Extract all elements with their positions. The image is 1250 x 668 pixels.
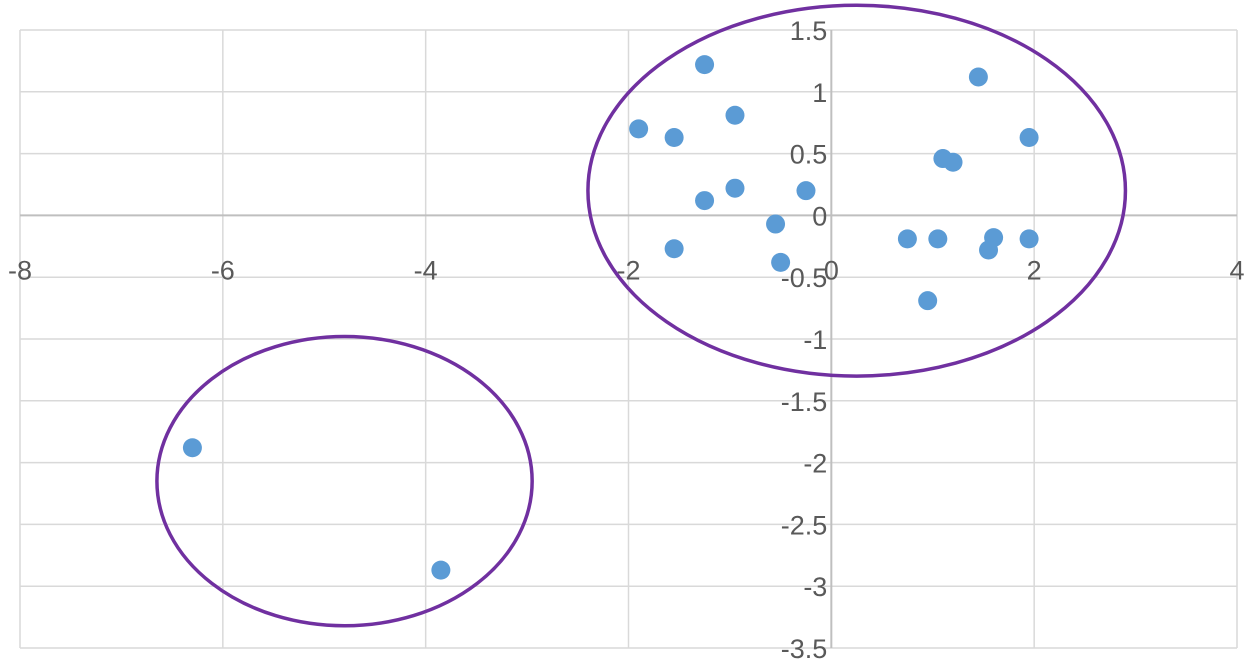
data-point xyxy=(968,67,988,87)
data-point xyxy=(897,229,917,249)
y-tick-label: -3.5 xyxy=(781,634,828,663)
y-tick-label: -2 xyxy=(803,449,827,479)
data-point xyxy=(431,560,451,580)
x-tick-label: -4 xyxy=(414,255,438,285)
y-tick-label: 0 xyxy=(812,201,827,231)
x-tick-label: 0 xyxy=(824,255,839,285)
data-point xyxy=(725,105,745,125)
x-tick-label: -6 xyxy=(211,255,235,285)
data-point xyxy=(771,252,791,272)
tick-labels: -8 -6 -4 -2 0 2 41.510.50-0.5-1-1.5-2-2.5-3-3.… xyxy=(8,16,1245,664)
data-points xyxy=(182,55,1039,580)
data-point xyxy=(796,181,816,201)
x-tick-label: 4 xyxy=(1229,255,1244,285)
y-tick-label: -2.5 xyxy=(781,510,828,540)
y-tick-label: 1.5 xyxy=(790,16,828,46)
data-point xyxy=(664,239,684,259)
data-point xyxy=(766,214,786,234)
x-tick-label: -8 xyxy=(8,255,32,285)
data-point xyxy=(182,438,202,458)
data-point xyxy=(943,152,963,172)
data-point xyxy=(979,240,999,260)
data-point xyxy=(1019,128,1039,148)
data-point xyxy=(664,128,684,148)
data-point xyxy=(695,55,715,75)
y-tick-label: -3 xyxy=(803,572,827,602)
data-point xyxy=(1019,229,1039,249)
cluster-ellipse-2 xyxy=(155,334,534,628)
cluster-ellipse-1 xyxy=(586,3,1128,378)
axes xyxy=(20,30,1237,648)
y-tick-label: -1.5 xyxy=(781,387,828,417)
data-point xyxy=(695,191,715,211)
x-tick-label: 2 xyxy=(1027,255,1042,285)
y-tick-label: 1 xyxy=(812,78,827,108)
y-tick-label: 0.5 xyxy=(790,140,828,170)
data-point xyxy=(928,229,948,249)
cluster-ellipses xyxy=(155,3,1128,628)
gridlines xyxy=(19,29,1238,649)
y-tick-label: -1 xyxy=(803,325,827,355)
data-point xyxy=(629,119,649,139)
y-tick-label: -0.5 xyxy=(781,263,828,293)
data-point xyxy=(918,291,938,311)
data-point xyxy=(725,178,745,198)
